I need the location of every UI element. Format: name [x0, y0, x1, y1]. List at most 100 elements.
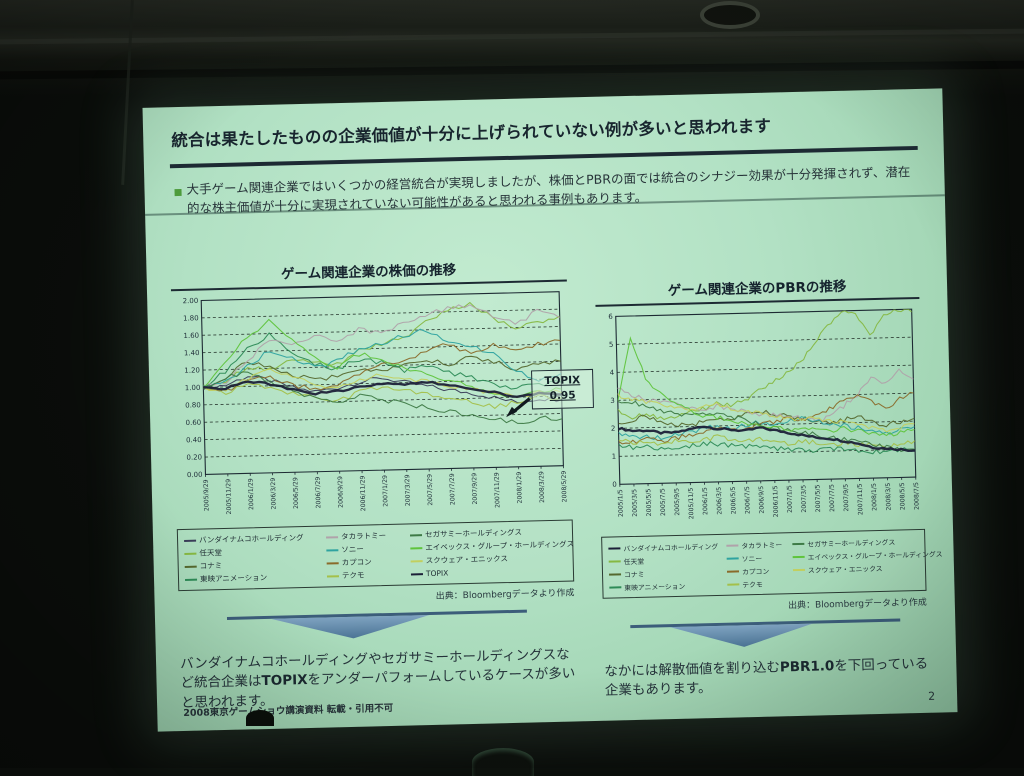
legend-label: 東映アニメーション [200, 572, 267, 585]
legend-item: エイベックス・グループ・ホールディングス [793, 548, 943, 562]
legend-line-swatch [184, 552, 196, 554]
legend-label: タカラトミー [341, 530, 386, 542]
legend-line-swatch [411, 573, 423, 575]
pbr-chart-legend: バンダイナムコホールディング任天堂コナミ東映アニメーション タカラトミーソニーカプ… [601, 529, 926, 599]
svg-text:2007/7/5: 2007/7/5 [829, 484, 837, 512]
legend-item: タカラトミー [726, 539, 792, 551]
svg-text:2007/3/5: 2007/3/5 [800, 485, 808, 513]
legend-label: テクモ [742, 578, 763, 588]
source-note: 出典：Bloombergデータより作成 [436, 585, 575, 601]
svg-text:2005/11/5: 2005/11/5 [688, 487, 696, 519]
legend-item: 東映アニメーション [185, 570, 327, 584]
svg-text:2006/11/29: 2006/11/29 [359, 475, 367, 511]
svg-text:1.60: 1.60 [183, 332, 199, 340]
svg-text:2005/11/29: 2005/11/29 [225, 479, 233, 515]
message-text: なかには解散価値を割り込む [604, 659, 780, 679]
legend-item: バンダイナムコホールディング [608, 540, 726, 553]
svg-text:2006/3/29: 2006/3/29 [270, 478, 278, 510]
pbr-conclusion-text: なかには解散価値を割り込むPBR1.0を下回っている企業もあります。 [604, 654, 929, 701]
svg-text:2007/1/29: 2007/1/29 [382, 475, 390, 507]
legend-line-swatch [727, 557, 739, 559]
legend-item: TOPIX [411, 565, 575, 578]
silhouette-object [246, 710, 274, 726]
pbr-chart-title: ゲーム関連企業のPBRの推移 [595, 273, 920, 307]
legend-label: 東映アニメーション [624, 580, 685, 591]
svg-text:5: 5 [609, 341, 614, 349]
legend-line-swatch [327, 575, 339, 577]
svg-text:2007/11/29: 2007/11/29 [494, 472, 502, 508]
callout-arrow-icon [502, 394, 535, 421]
legend-item: テクモ [727, 578, 793, 590]
legend-label: バンダイナムコホールディング [199, 532, 304, 546]
svg-text:2006/5/29: 2006/5/29 [292, 477, 300, 509]
projected-slide: 統合は果たしたものの企業価値が十分に上げられていない例が多いと思われます 大手ゲ… [142, 88, 957, 731]
legend-line-swatch [792, 542, 804, 544]
legend-item: バンダイナムコホールディング [184, 532, 326, 546]
series-line [202, 312, 562, 404]
legend-label: ソニー [742, 552, 763, 562]
svg-text:2: 2 [611, 425, 616, 433]
series-line [616, 331, 914, 442]
svg-text:0.80: 0.80 [185, 401, 201, 409]
legend-item: スクウェア・エニックス [411, 551, 575, 566]
legend-label: 任天堂 [199, 547, 222, 559]
svg-text:2008/1/5: 2008/1/5 [871, 483, 879, 511]
svg-text:3: 3 [610, 397, 615, 405]
legend-item: 任天堂 [184, 545, 326, 559]
svg-text:1.40: 1.40 [184, 349, 200, 357]
legend-line-swatch [327, 562, 339, 564]
legend-label: スクウェア・エニックス [808, 562, 883, 574]
down-arrow-icon [630, 619, 901, 650]
ceiling [0, 0, 1024, 96]
svg-text:0: 0 [612, 481, 617, 489]
legend-item: コナミ [609, 566, 727, 579]
svg-text:1: 1 [612, 453, 617, 461]
svg-text:0.00: 0.00 [187, 471, 203, 479]
topix-callout-value: 0.95 [534, 388, 590, 405]
svg-text:2006/9/5: 2006/9/5 [758, 486, 766, 514]
legend-item: 任天堂 [609, 553, 727, 566]
audience-head-silhouette [472, 748, 534, 776]
topix-callout: TOPIX 0.95 [531, 369, 594, 410]
legend-line-swatch [609, 573, 621, 575]
y-axis-labels: 0.000.200.400.600.801.001.201.401.601.80… [183, 297, 203, 479]
legend-line-swatch [793, 568, 805, 570]
svg-text:2005/1/5: 2005/1/5 [617, 489, 625, 517]
svg-text:2006/1/29: 2006/1/29 [248, 478, 256, 510]
legend-item: コナミ [185, 558, 327, 572]
legend-item: タカラトミー [326, 529, 410, 542]
svg-text:6: 6 [608, 313, 613, 321]
legend-item: カプコン [327, 555, 411, 568]
slide-title: 統合は果たしたものの企業価値が十分に上げられていない例が多いと思われます [171, 109, 915, 151]
legend-item: セガサミーホールディングス [792, 535, 942, 549]
stock-chart-legend: バンダイナムコホールディング任天堂コナミ東映アニメーションタカラトミーソニーカプ… [177, 519, 574, 591]
legend-line-swatch [727, 583, 739, 585]
topix-callout-label: TOPIX [534, 373, 590, 390]
legend-line-swatch [609, 560, 621, 562]
legend-line-swatch [184, 539, 196, 541]
svg-text:2008/5/29: 2008/5/29 [561, 471, 569, 503]
svg-text:2006/3/5: 2006/3/5 [716, 487, 724, 515]
svg-text:2007/5/29: 2007/5/29 [426, 474, 434, 506]
svg-text:2007/1/5: 2007/1/5 [786, 485, 794, 513]
svg-text:2007/11/5: 2007/11/5 [857, 483, 865, 515]
svg-text:2005/3/5: 2005/3/5 [631, 489, 639, 517]
svg-text:4: 4 [610, 369, 615, 377]
svg-text:2007/7/29: 2007/7/29 [449, 473, 457, 505]
legend-label: 任天堂 [624, 555, 645, 565]
svg-text:2008/3/5: 2008/3/5 [885, 483, 893, 511]
svg-text:0.40: 0.40 [186, 436, 202, 444]
svg-text:2007/5/5: 2007/5/5 [814, 484, 822, 512]
svg-text:2005/7/5: 2005/7/5 [659, 488, 667, 516]
svg-text:0.20: 0.20 [186, 453, 202, 461]
legend-line-swatch [411, 560, 423, 562]
ceiling-light-fixture [700, 1, 760, 29]
legend-label: タカラトミー [741, 539, 782, 550]
down-arrow-icon [227, 610, 528, 642]
stock-chart-title: ゲーム関連企業の株価の推移 [170, 256, 567, 292]
svg-text:0.60: 0.60 [186, 419, 202, 427]
legend-item: カプコン [727, 565, 793, 577]
svg-text:2008/7/5: 2008/7/5 [913, 482, 921, 510]
